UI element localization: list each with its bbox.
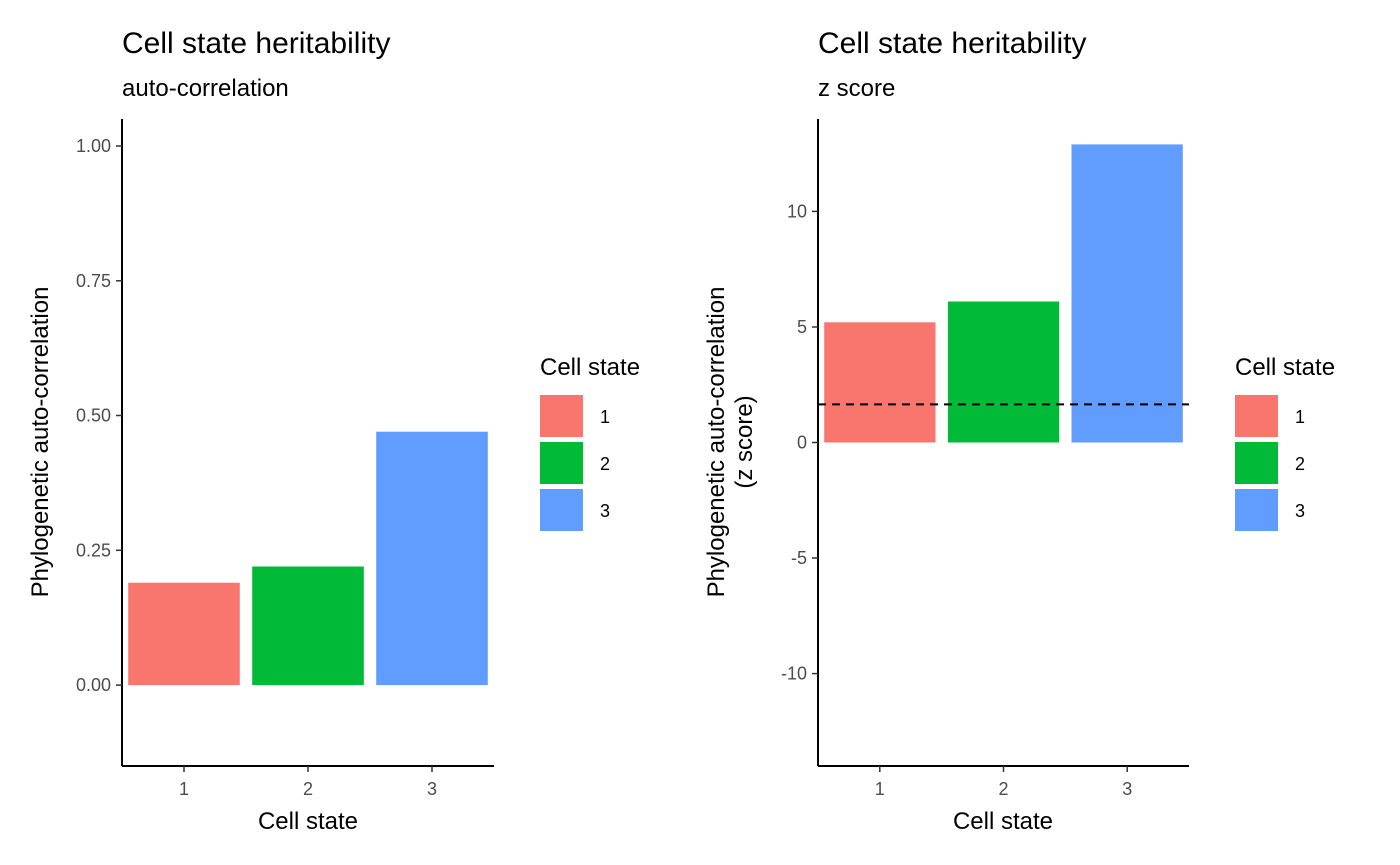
legend-title: Cell state	[1235, 354, 1335, 381]
y-tick-label: 0.75	[76, 271, 111, 291]
x-tick-label: 1	[179, 779, 189, 799]
x-tick-label: 2	[303, 779, 313, 799]
chart-panel-autocorrelation: Cell state heritability auto-correlation…	[27, 27, 640, 835]
y-tick-label: 0	[797, 433, 807, 453]
chart-subtitle: z score	[818, 75, 895, 102]
legend-key-1	[540, 395, 583, 437]
y-axis-title: Phylogenetic auto-correlation	[27, 287, 54, 598]
y-axis-title-line-2: (z score)	[731, 395, 758, 488]
legend-key-2	[540, 442, 583, 484]
legend: Cell state 1 2 3	[540, 354, 640, 531]
chart-title: Cell state heritability	[122, 27, 390, 60]
bar-2	[947, 301, 1060, 443]
y-tick-label: 1.00	[76, 136, 111, 156]
x-tick-label: 3	[427, 779, 437, 799]
legend: Cell state 1 2 3	[1235, 354, 1335, 531]
legend-label: 3	[600, 501, 610, 521]
y-tick-label: -10	[781, 664, 807, 684]
legend-key-1	[1235, 395, 1278, 437]
bar-3	[1071, 144, 1183, 443]
bar-1	[128, 582, 240, 686]
legend-title: Cell state	[540, 354, 640, 381]
x-tick-label: 3	[1122, 779, 1132, 799]
y-tick-label: 0.25	[76, 540, 111, 560]
bar-3	[376, 431, 488, 686]
y-tick-label: -5	[791, 548, 807, 568]
y-axis-title-line-1: Phylogenetic auto-correlation	[703, 287, 730, 598]
x-tick-label: 2	[998, 779, 1008, 799]
legend-key-2	[1235, 442, 1278, 484]
bar-2	[252, 566, 364, 686]
chart-panel-zscore: Cell state heritability z score -10 -5 0 5 1…	[703, 27, 1335, 835]
chart-title: Cell state heritability	[818, 27, 1086, 60]
legend-key-3	[540, 489, 583, 531]
legend-key-3	[1235, 489, 1278, 531]
legend-label: 1	[1295, 407, 1305, 427]
y-tick-label: 0.00	[76, 675, 111, 695]
plot-area: 0.00 0.25 0.50 0.75 1.00 1 2 3	[76, 119, 494, 799]
x-tick-label: 1	[875, 779, 885, 799]
x-axis-title: Cell state	[953, 808, 1053, 835]
plot-area: -10 -5 0 5 10 1 2 3	[781, 119, 1189, 799]
legend-label: 3	[1295, 501, 1305, 521]
bar-1	[824, 322, 936, 443]
legend-label: 1	[600, 407, 610, 427]
y-tick-label: 10	[787, 201, 807, 221]
y-tick-label: 0.50	[76, 406, 111, 426]
legend-label: 2	[600, 454, 610, 474]
x-axis-title: Cell state	[258, 808, 358, 835]
chart-subtitle: auto-correlation	[122, 75, 289, 102]
y-tick-label: 5	[797, 317, 807, 337]
legend-label: 2	[1295, 454, 1305, 474]
